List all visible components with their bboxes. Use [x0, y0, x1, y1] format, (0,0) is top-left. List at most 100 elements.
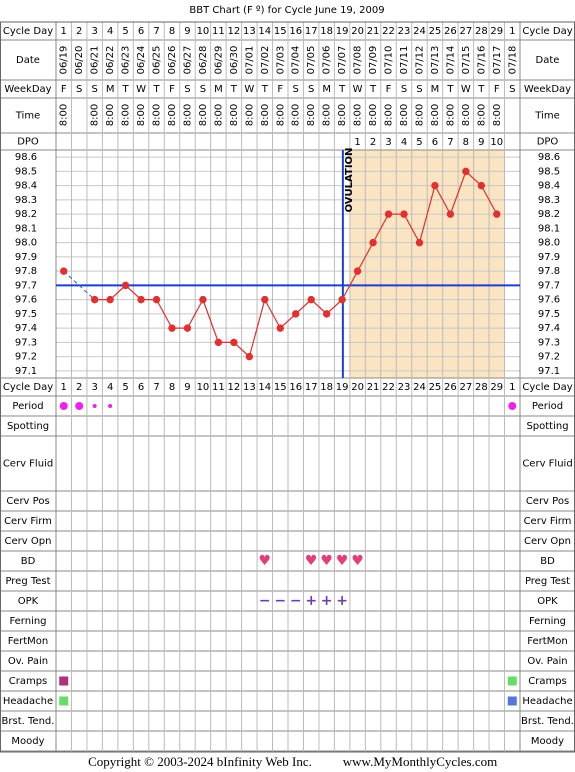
- y-tick-label: 97.5: [538, 309, 560, 320]
- cycle-day: 13: [243, 26, 256, 37]
- date: 06/25: [152, 46, 163, 75]
- temp-point: [152, 295, 161, 304]
- cycle-day: 6: [138, 382, 144, 393]
- cycle-day: 1: [61, 382, 67, 393]
- row-label: Cycle Day: [3, 26, 53, 37]
- y-tick-label: 98.4: [15, 181, 37, 192]
- row-label: Cycle Day: [3, 382, 53, 393]
- luteal-shade: [473, 150, 490, 378]
- row-label: OPK: [537, 596, 558, 607]
- time: 8:00: [121, 104, 132, 126]
- cycle-day: 16: [289, 382, 302, 393]
- temp-point: [199, 295, 207, 304]
- row-label: OPK: [18, 596, 39, 607]
- y-tick-label: 98.4: [538, 181, 560, 192]
- cycle-day: 28: [475, 382, 488, 393]
- weekday: T: [446, 84, 454, 95]
- date: 06/23: [121, 46, 132, 75]
- temp-point: [137, 295, 145, 304]
- cycle-day: 27: [459, 26, 472, 37]
- cycle-day: 24: [413, 26, 426, 37]
- row-label: Brst. Tend.: [2, 716, 55, 727]
- date: 06/30: [229, 46, 240, 75]
- cycle-day: 24: [413, 382, 426, 393]
- y-tick-label: 97.8: [15, 266, 37, 277]
- date: 07/16: [476, 46, 487, 75]
- symptom-symbol: +: [321, 593, 333, 609]
- row-label: Headache: [522, 696, 572, 707]
- time: 8:00: [322, 104, 333, 126]
- time: 8:00: [368, 104, 379, 126]
- weekday: S: [401, 84, 407, 95]
- weekday: S: [184, 84, 190, 95]
- weekday: F: [169, 84, 175, 95]
- row-label: Period: [532, 401, 563, 412]
- date: 07/14: [445, 46, 456, 75]
- symptom-symbol: ♥: [305, 553, 318, 569]
- time: 8:00: [291, 104, 302, 126]
- weekday: W: [136, 84, 146, 95]
- cycle-day: 6: [138, 26, 144, 37]
- cycle-day: 4: [107, 26, 113, 37]
- row-label: Cramps: [528, 676, 567, 687]
- time: 8:00: [213, 104, 224, 126]
- dpo: 9: [478, 137, 484, 148]
- temp-point: [90, 295, 99, 304]
- y-tick-label: 98.6: [538, 152, 560, 163]
- time: 8:00: [445, 104, 456, 126]
- cycle-day: 4: [107, 382, 113, 393]
- time: 8:00: [152, 104, 163, 126]
- row-label: FertMon: [8, 636, 48, 647]
- row-label: Date: [16, 55, 40, 66]
- y-tick-label: 97.9: [15, 252, 37, 263]
- y-tick-label: 98.1: [15, 223, 37, 234]
- time: 8:00: [337, 104, 348, 126]
- y-tick-label: 97.3: [538, 337, 560, 348]
- cycle-day: 18: [320, 382, 333, 393]
- y-tick-label: 97.4: [538, 323, 560, 334]
- row-label: Cerv Pos: [6, 496, 49, 507]
- date: 06/21: [90, 46, 101, 75]
- cycle-day: 22: [382, 382, 395, 393]
- date: 07/04: [291, 46, 302, 75]
- cycle-day: 15: [274, 382, 287, 393]
- y-tick-label: 98.5: [15, 166, 37, 177]
- symptom-square: [59, 696, 69, 706]
- weekday: F: [494, 84, 500, 95]
- cycle-day: 9: [184, 382, 190, 393]
- symptom-symbol: −: [259, 593, 271, 609]
- cycle-day: 3: [91, 26, 97, 37]
- temp-point: [415, 238, 424, 247]
- weekday: F: [386, 84, 392, 95]
- dpo: 5: [416, 137, 422, 148]
- cycle-day: 26: [444, 382, 457, 393]
- row-label: Preg Test: [5, 576, 50, 587]
- cycle-day: 23: [398, 382, 411, 393]
- date: 07/01: [244, 46, 255, 75]
- luteal-shade: [489, 150, 506, 378]
- row-label: Cerv Firm: [4, 516, 52, 527]
- cycle-day: 23: [398, 26, 411, 37]
- time: 8:00: [59, 104, 70, 126]
- row-label: Cycle Day: [522, 26, 572, 37]
- cycle-day: 18: [320, 26, 333, 37]
- cycle-day: 11: [212, 26, 225, 37]
- row-label: Headache: [3, 696, 53, 707]
- date: 07/07: [337, 46, 348, 75]
- row-label: Cramps: [9, 676, 48, 687]
- temp-point: [477, 181, 486, 190]
- cycle-day: 21: [367, 382, 380, 393]
- row-label: WeekDay: [4, 84, 51, 95]
- cycle-day: 5: [122, 382, 128, 393]
- row-label: Cerv Firm: [524, 516, 572, 527]
- cycle-day: 1: [509, 382, 515, 393]
- site-url: www.MyMonthlyCycles.com: [343, 754, 497, 769]
- date: 07/17: [492, 46, 503, 75]
- cycle-day: 10: [197, 382, 210, 393]
- date: 07/10: [384, 46, 395, 75]
- cycle-day: 20: [351, 382, 364, 393]
- row-label: Ov. Pain: [8, 656, 48, 667]
- y-tick-label: 98.5: [538, 166, 560, 177]
- temp-point: [245, 352, 254, 361]
- row-label: Cycle Day: [522, 382, 572, 393]
